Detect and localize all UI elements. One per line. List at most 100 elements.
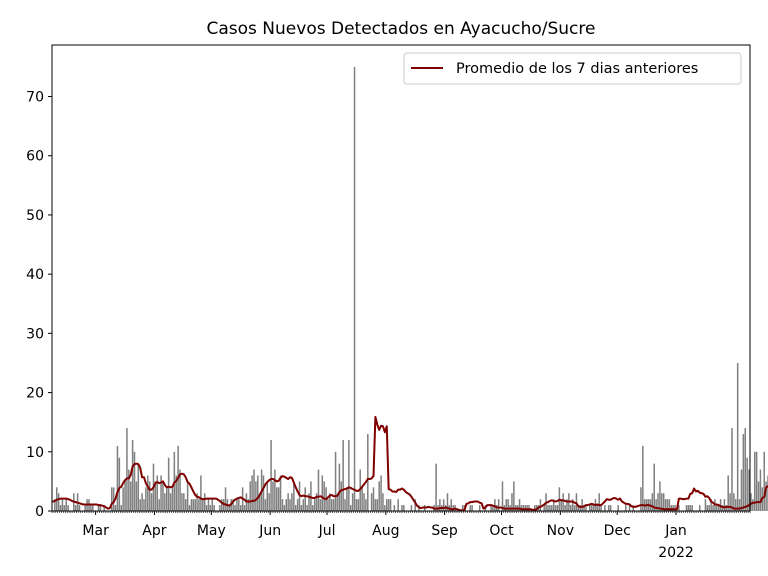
bar [382,493,384,511]
bar [74,505,77,511]
y-tick-label: 70 [26,90,44,106]
bar [276,487,278,511]
bar [57,493,60,511]
bar [268,493,270,511]
bar [190,499,193,511]
y-tick-label: 0 [35,504,44,520]
bar [736,362,739,511]
bar [279,475,282,511]
bar [340,481,343,511]
bar [251,475,253,511]
bar [249,481,251,511]
bar [721,505,724,511]
bar [133,451,136,511]
bar [349,505,352,511]
legend-label: Promedio de los 7 dias anteriores [456,61,698,77]
bar [746,457,748,511]
bar [469,505,471,511]
bar [353,66,356,511]
bar [171,487,174,511]
bar [539,499,542,511]
bar [129,481,132,511]
bar [277,487,280,511]
bar [507,499,509,511]
bar [376,499,379,511]
bar [296,499,299,511]
bar [179,469,181,511]
bar [289,499,291,511]
bar [323,481,325,511]
bar [372,487,375,511]
x-tick-label: Jul [318,523,336,539]
bar [497,499,500,511]
bar [672,505,674,511]
bar [378,481,380,511]
bar [609,505,612,511]
bar [90,505,92,511]
bar [439,499,441,511]
bar [560,499,563,511]
x-tick-label: Mar [82,523,109,539]
bar [205,505,208,511]
x-tick-label: Jan [664,523,687,539]
bar [202,499,204,511]
bar [332,499,335,511]
bar [310,481,312,511]
bar [752,499,754,511]
bar [154,481,157,511]
bar [222,499,225,511]
bar [243,505,246,511]
legend-box [403,52,742,85]
bar [236,499,238,511]
bar [124,481,126,511]
bar [492,505,494,511]
bar [551,505,553,511]
bar [302,499,305,511]
bar [403,505,405,511]
bar [238,499,240,511]
bar [566,499,568,511]
bar [63,505,66,511]
bar [628,505,631,511]
bar [461,505,464,511]
bar [61,499,64,511]
bar [386,499,388,511]
bar [103,505,105,511]
bar [306,505,308,511]
bar [556,505,559,511]
bar [165,487,168,511]
bar [723,499,726,511]
bar [346,487,348,511]
x-tick-label: May [197,523,226,539]
bar [110,487,113,511]
bar [272,481,274,511]
y-axis: 0 10 20 30 40 50 60 70 [26,90,52,520]
bar [518,499,521,511]
bar [355,499,358,511]
bar [181,493,183,511]
bar [691,505,693,511]
bar [533,505,536,511]
bar [122,487,124,511]
bar [511,493,513,511]
bar [228,505,231,511]
bar [543,505,545,511]
bar [590,505,593,511]
bar [604,505,606,511]
bar [274,469,276,511]
bar [281,499,284,511]
bar [598,493,600,511]
bar [678,505,680,511]
bar [148,481,151,511]
bar [397,499,399,511]
x-tick-label: Dec [604,523,631,539]
x-tick-year-label: 2022 [658,545,694,561]
x-tick-label: Nov [547,523,574,539]
y-tick-label: 50 [26,208,44,224]
bar [414,499,416,511]
bar [348,439,350,511]
bar [184,499,187,511]
bar [765,481,767,511]
bar [384,505,386,511]
